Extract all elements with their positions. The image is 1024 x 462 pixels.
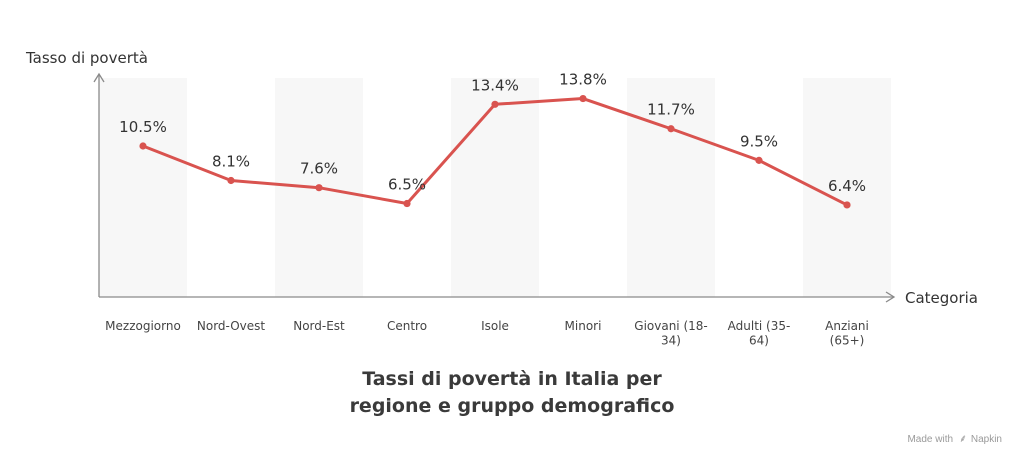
data-point xyxy=(667,125,675,133)
data-label: 13.4% xyxy=(471,76,519,94)
category-band xyxy=(451,78,539,297)
data-label: 11.7% xyxy=(647,101,695,119)
x-tick-label: Adulti (35-64) xyxy=(728,319,791,348)
y-axis-label: Tasso di povertà xyxy=(25,49,148,67)
data-point xyxy=(139,142,147,150)
x-tick-label: Giovani (18-34) xyxy=(634,319,707,348)
x-axis-label: Categoria xyxy=(905,289,978,307)
category-band xyxy=(627,78,715,297)
data-label: 6.5% xyxy=(388,176,426,194)
x-tick-label: Centro xyxy=(387,319,427,333)
x-tick-label: Minori xyxy=(565,319,602,333)
watermark-made-with: Made with xyxy=(907,434,954,445)
data-point xyxy=(491,100,499,108)
data-point xyxy=(579,94,587,103)
watermark: Made with ⸙ Napkin xyxy=(907,431,1002,446)
y-axis-arrow xyxy=(93,72,105,83)
napkin-logo-icon: ⸙ xyxy=(958,433,968,445)
data-point xyxy=(227,176,235,185)
chart-title-line-1: Tassi di povertà in Italia per xyxy=(362,368,662,390)
category-band xyxy=(803,78,891,297)
data-label: 9.5% xyxy=(740,132,778,150)
chart-title-line-2: regione e gruppo demografico xyxy=(349,395,675,417)
data-label: 13.8% xyxy=(559,71,607,89)
x-tick-label: Isole xyxy=(481,319,509,333)
data-label: 7.6% xyxy=(300,160,338,178)
data-points xyxy=(139,94,851,209)
x-axis-arrow xyxy=(885,291,896,303)
x-tick-label: Anziani (65+) xyxy=(825,319,869,348)
data-point xyxy=(315,184,323,192)
axes: Tasso di povertà Categoria xyxy=(25,49,978,307)
x-tick-label: Nord-Ovest xyxy=(197,319,266,333)
data-point xyxy=(403,199,411,208)
data-label: 8.1% xyxy=(212,153,250,171)
category-band xyxy=(99,78,187,297)
data-point xyxy=(755,156,763,164)
x-tick-labels: Mezzogiorno Nord-Ovest Nord-Est Centro Isole… xyxy=(105,319,869,348)
x-tick-label: Nord-Est xyxy=(293,319,345,333)
chart-title: Tassi di povertà in Italia per regione e… xyxy=(0,366,1024,420)
data-labels: 10.5% 8.1% 7.6% 6.5% 13.4% 13.8% 11.7% 9.5% 6.4% xyxy=(119,71,866,195)
watermark-brand: Napkin xyxy=(970,434,1002,445)
data-label: 10.5% xyxy=(119,118,167,136)
data-label: 6.4% xyxy=(828,177,866,195)
data-point xyxy=(843,201,851,209)
category-bands xyxy=(99,78,891,297)
x-tick-label: Mezzogiorno xyxy=(105,319,181,333)
